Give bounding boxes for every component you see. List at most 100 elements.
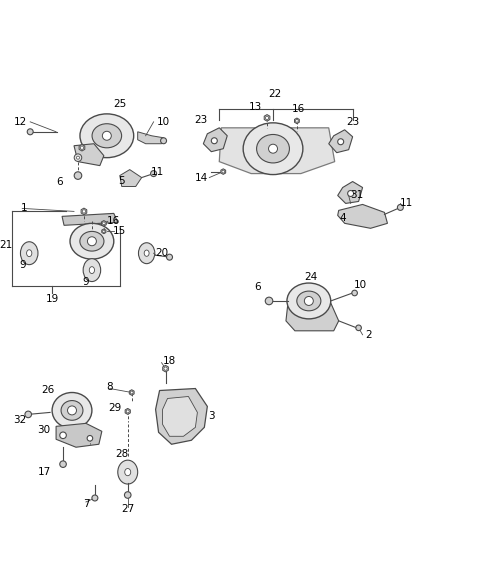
Ellipse shape bbox=[83, 259, 101, 282]
Circle shape bbox=[87, 436, 93, 441]
Circle shape bbox=[352, 290, 358, 296]
Text: 12: 12 bbox=[13, 117, 27, 127]
Ellipse shape bbox=[52, 392, 92, 429]
Polygon shape bbox=[79, 145, 85, 151]
Text: 21: 21 bbox=[0, 240, 13, 250]
Text: 2: 2 bbox=[365, 330, 372, 340]
Text: 31: 31 bbox=[350, 191, 363, 201]
Text: 4: 4 bbox=[339, 213, 346, 223]
Text: 23: 23 bbox=[346, 117, 359, 127]
Circle shape bbox=[304, 297, 313, 305]
Circle shape bbox=[397, 205, 403, 210]
Text: 29: 29 bbox=[108, 403, 121, 413]
Circle shape bbox=[348, 191, 354, 196]
Text: 23: 23 bbox=[195, 115, 208, 125]
Text: 13: 13 bbox=[249, 102, 262, 112]
Polygon shape bbox=[221, 169, 226, 174]
Ellipse shape bbox=[125, 469, 131, 476]
Text: 8: 8 bbox=[107, 381, 113, 392]
Text: 10: 10 bbox=[354, 280, 367, 290]
Polygon shape bbox=[81, 208, 87, 215]
Text: 19: 19 bbox=[46, 294, 59, 304]
Circle shape bbox=[338, 139, 344, 145]
Polygon shape bbox=[163, 366, 168, 372]
Text: 7: 7 bbox=[83, 499, 89, 509]
Polygon shape bbox=[156, 388, 207, 444]
Polygon shape bbox=[74, 144, 104, 166]
Polygon shape bbox=[286, 303, 339, 331]
Polygon shape bbox=[338, 181, 362, 203]
Circle shape bbox=[74, 172, 82, 180]
Text: 11: 11 bbox=[151, 167, 164, 177]
Ellipse shape bbox=[118, 460, 138, 484]
Text: 20: 20 bbox=[155, 248, 168, 258]
Circle shape bbox=[265, 116, 269, 120]
Polygon shape bbox=[56, 423, 102, 447]
Circle shape bbox=[211, 138, 217, 144]
Text: 16: 16 bbox=[107, 216, 120, 226]
Ellipse shape bbox=[257, 135, 289, 163]
Circle shape bbox=[102, 222, 105, 224]
Text: 6: 6 bbox=[57, 177, 63, 187]
Polygon shape bbox=[163, 396, 197, 436]
Ellipse shape bbox=[92, 124, 121, 148]
Circle shape bbox=[164, 367, 167, 370]
Ellipse shape bbox=[287, 283, 331, 319]
Text: 32: 32 bbox=[13, 415, 27, 426]
Polygon shape bbox=[295, 118, 300, 124]
Circle shape bbox=[222, 170, 225, 173]
Polygon shape bbox=[264, 115, 270, 121]
Circle shape bbox=[92, 495, 98, 501]
Text: 24: 24 bbox=[304, 272, 317, 282]
Text: 1: 1 bbox=[21, 203, 27, 213]
Text: 27: 27 bbox=[121, 504, 134, 514]
Text: 22: 22 bbox=[268, 89, 282, 99]
Circle shape bbox=[124, 491, 131, 498]
Text: 6: 6 bbox=[254, 282, 261, 292]
Circle shape bbox=[151, 171, 156, 177]
Ellipse shape bbox=[297, 291, 321, 311]
Circle shape bbox=[80, 146, 84, 149]
Ellipse shape bbox=[89, 266, 95, 273]
Circle shape bbox=[27, 129, 33, 135]
Circle shape bbox=[103, 230, 105, 233]
Circle shape bbox=[296, 120, 298, 122]
Polygon shape bbox=[129, 389, 134, 395]
Polygon shape bbox=[62, 213, 118, 225]
Text: 11: 11 bbox=[400, 198, 413, 209]
Circle shape bbox=[161, 138, 167, 144]
Ellipse shape bbox=[243, 123, 303, 174]
Circle shape bbox=[130, 391, 133, 394]
Polygon shape bbox=[338, 205, 387, 229]
Ellipse shape bbox=[70, 223, 114, 259]
Circle shape bbox=[82, 210, 85, 213]
Text: 15: 15 bbox=[113, 226, 126, 236]
Polygon shape bbox=[329, 130, 353, 153]
Polygon shape bbox=[120, 170, 142, 187]
Polygon shape bbox=[125, 409, 130, 415]
Ellipse shape bbox=[61, 401, 83, 420]
Ellipse shape bbox=[80, 231, 104, 251]
Polygon shape bbox=[102, 229, 106, 234]
Text: 30: 30 bbox=[37, 426, 51, 436]
Ellipse shape bbox=[26, 250, 32, 257]
Ellipse shape bbox=[144, 250, 149, 257]
Text: 28: 28 bbox=[115, 449, 128, 459]
Text: 10: 10 bbox=[157, 117, 170, 127]
Circle shape bbox=[25, 411, 32, 417]
Text: 3: 3 bbox=[208, 412, 215, 422]
Circle shape bbox=[87, 237, 96, 245]
Circle shape bbox=[126, 410, 129, 413]
Polygon shape bbox=[204, 128, 227, 152]
Text: 17: 17 bbox=[37, 467, 51, 477]
Text: 14: 14 bbox=[195, 173, 208, 182]
Ellipse shape bbox=[80, 114, 134, 157]
Text: 9: 9 bbox=[19, 260, 25, 270]
Ellipse shape bbox=[138, 243, 155, 264]
Text: 18: 18 bbox=[163, 356, 176, 366]
Polygon shape bbox=[138, 132, 164, 144]
Text: 16: 16 bbox=[292, 104, 305, 114]
Text: 25: 25 bbox=[113, 99, 126, 109]
Circle shape bbox=[167, 254, 172, 260]
Ellipse shape bbox=[21, 242, 38, 265]
